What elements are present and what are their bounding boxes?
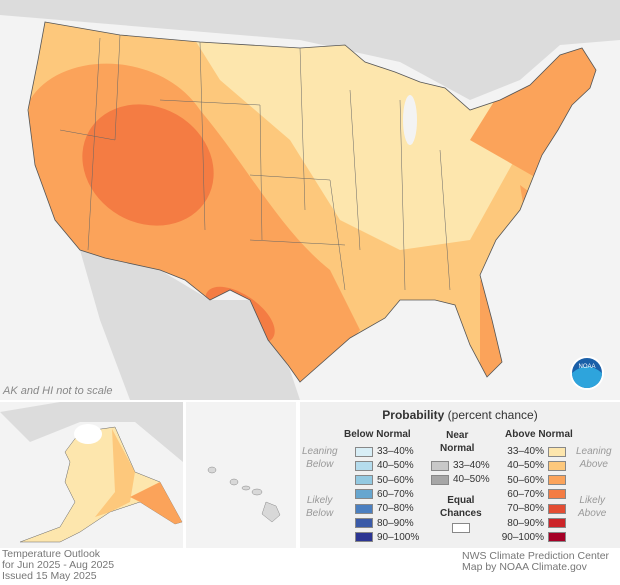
probability-legend: Probability (percent chance) Below Norma…	[300, 402, 620, 548]
color-swatch	[431, 460, 449, 471]
color-swatch	[355, 446, 373, 457]
svg-text:NOAA: NOAA	[578, 364, 595, 370]
color-swatch	[548, 503, 566, 514]
range-label: 80–90%	[377, 517, 414, 529]
range-label: 60–70%	[507, 488, 544, 500]
equal-chances-swatch	[452, 523, 470, 533]
range-label: 80–90%	[507, 517, 544, 529]
range-label: 40–50%	[453, 474, 490, 486]
color-swatch	[355, 503, 373, 514]
range-label: 70–80%	[377, 503, 414, 515]
below-legend-item: 70–80%	[355, 503, 414, 514]
likely-above-label: Likely Above	[578, 495, 607, 519]
lake-michigan	[403, 95, 417, 145]
color-swatch	[355, 489, 373, 500]
above-legend-item: 50–60%	[498, 475, 566, 486]
above-legend-item: 33–40%	[498, 446, 566, 457]
range-label: 90–100%	[501, 531, 544, 543]
color-swatch	[548, 518, 566, 528]
hawaii-inset	[186, 402, 296, 548]
below-legend-item: 40–50%	[355, 460, 414, 471]
color-swatch	[355, 475, 373, 486]
conus-outlook-svg: NOAA	[0, 0, 620, 400]
conus-map: NOAA	[0, 0, 620, 400]
range-label: 40–50%	[507, 460, 544, 472]
range-label: 70–80%	[507, 503, 544, 515]
above-legend-item: 60–70%	[498, 489, 566, 500]
canada-land	[0, 0, 620, 100]
state-borders	[59, 34, 451, 291]
range-label: 60–70%	[377, 488, 414, 500]
below-normal-header: Below Normal	[344, 429, 411, 440]
leaning-above-label: Leaning Above	[576, 446, 612, 470]
alaska-inset	[0, 402, 183, 548]
near-legend-item: 33–40%	[431, 460, 490, 471]
color-swatch	[355, 460, 373, 471]
range-label: 33–40%	[453, 460, 490, 471]
mexico-land	[80, 250, 300, 400]
color-swatch	[548, 460, 566, 471]
above-legend-item: 40–50%	[498, 460, 566, 471]
above-legend-item: 80–90%	[498, 518, 566, 529]
range-label: 40–50%	[377, 460, 414, 472]
range-label: 50–60%	[507, 474, 544, 486]
range-label: 50–60%	[377, 474, 414, 486]
scale-note: AK and HI not to scale	[3, 385, 113, 397]
legend-title: Probability (percent chance)	[382, 408, 538, 422]
leaning-below-label: Leaning Below	[302, 446, 338, 470]
near-normal-header: Near Normal	[440, 430, 475, 454]
color-swatch	[548, 475, 566, 486]
likely-below-label: Likely Below	[306, 495, 334, 519]
near-legend-item: 40–50%	[431, 474, 490, 485]
range-label: 33–40%	[507, 446, 544, 457]
below-legend-item: 33–40%	[355, 446, 414, 457]
range-label: 90–100%	[377, 531, 420, 543]
noaa-logo: NOAA	[570, 356, 604, 390]
equal-chances-label: Equal Chances	[440, 495, 482, 519]
below-legend-item: 50–60%	[355, 475, 414, 486]
range-label: 33–40%	[377, 446, 414, 457]
above-legend-item: 90–100%	[498, 532, 566, 543]
below-legend-item: 80–90%	[355, 518, 414, 529]
above-legend-item: 70–80%	[498, 503, 566, 514]
below-legend-item: 60–70%	[355, 489, 414, 500]
above-normal-header: Above Normal	[505, 429, 573, 440]
color-swatch	[548, 489, 566, 500]
color-swatch	[355, 518, 373, 528]
below-legend-item: 90–100%	[355, 532, 419, 543]
credit-caption: NWS Climate Prediction Center Map by NOAA…	[462, 550, 610, 573]
color-swatch	[431, 474, 449, 485]
outlook-caption: Temperature Outlook for Jun 2025 - Aug 20…	[2, 548, 115, 582]
color-swatch	[548, 532, 566, 543]
color-swatch	[548, 446, 566, 457]
color-swatch	[355, 532, 373, 543]
